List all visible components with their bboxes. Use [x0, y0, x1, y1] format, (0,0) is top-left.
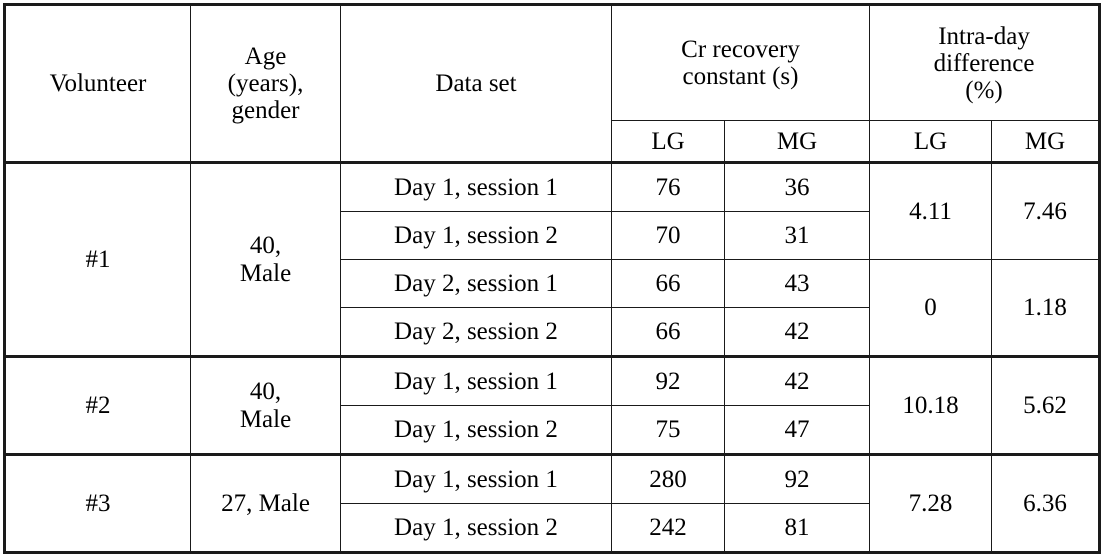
cell-volunteer-id: #1 — [4, 161, 191, 357]
cell-cr-mg: 42 — [723, 307, 871, 357]
table-row: #1 40, Male Day 1, session 1 76 36 4.11 … — [4, 161, 1101, 357]
age-line-1: 40, — [249, 378, 282, 405]
cell-cr-mg: 92 — [723, 453, 871, 504]
cell-data-set: Day 2, session 2 — [340, 307, 612, 357]
cell-age-gender: 27, Male — [190, 453, 341, 553]
age-line-1: 27, Male — [221, 489, 310, 517]
cell-data-set: Day 1, session 1 — [340, 161, 612, 212]
intraday-header-line-3: (%) — [965, 76, 1003, 104]
table-row: Day 1, session 2 75 47 — [5, 405, 1100, 455]
table-row: #3 27, Male Day 1, session 1 280 92 7.28… — [4, 453, 1101, 553]
column-header-cr-mg: MG — [723, 120, 871, 163]
cell-data-set: Day 1, session 1 — [340, 453, 612, 504]
cell-cr-mg: 43 — [723, 259, 871, 308]
cell-age-gender: 40, Male — [190, 161, 341, 357]
cell-cr-lg: 242 — [611, 503, 725, 553]
cell-intraday-lg: 7.28 — [869, 453, 993, 553]
cell-cr-mg: 81 — [723, 503, 871, 553]
column-header-data-set: Data set — [340, 4, 612, 163]
cell-data-set: Day 1, session 2 — [340, 211, 612, 260]
column-header-intraday-lg: LG — [869, 120, 993, 163]
cell-intraday-mg: 5.62 — [991, 355, 1101, 455]
table-row: #2 40, Male Day 1, session 1 92 42 10.18… — [4, 355, 1101, 455]
table-row: Day 2, session 1 66 43 0 1.18 — [5, 259, 1101, 357]
cell-cr-mg: 31 — [723, 211, 871, 260]
volunteer-cr-recovery-table: Volunteer Age (years), gender Data set C… — [3, 3, 1101, 554]
age-header-line-2: (years), — [227, 70, 304, 97]
cell-intraday-lg: 10.18 — [869, 355, 993, 455]
cell-cr-lg: 76 — [611, 161, 725, 212]
cell-cr-lg: 70 — [611, 211, 725, 260]
column-header-age-gender: Age (years), gender — [190, 4, 341, 163]
cell-data-set: Day 1, session 1 — [340, 355, 612, 406]
age-header-line-1: Age — [244, 43, 287, 70]
age-line-1: 40, — [249, 232, 282, 259]
table-container: Volunteer Age (years), gender Data set C… — [3, 3, 1101, 554]
column-header-intraday-mg: MG — [991, 120, 1101, 163]
cell-cr-lg: 66 — [611, 307, 725, 357]
age-line-2: Male — [239, 259, 292, 287]
cell-cr-mg: 42 — [723, 355, 871, 406]
cell-intraday-lg: 4.11 — [869, 161, 993, 260]
cell-cr-lg: 75 — [611, 405, 725, 455]
cell-intraday-lg: 0 — [869, 259, 993, 357]
table-row: Day 2, session 2 66 42 — [5, 307, 1100, 357]
table-body: #1 40, Male Day 1, session 1 76 36 4.11 … — [4, 161, 1101, 553]
cell-data-set: Day 1, session 2 — [340, 503, 612, 553]
age-header-line-3: gender — [231, 97, 300, 124]
cell-cr-lg: 92 — [611, 355, 725, 406]
cell-volunteer-id: #3 — [4, 453, 191, 553]
column-header-cr-recovery-constant: Cr recovery constant (s) — [610, 4, 871, 121]
cell-volunteer-id: #2 — [4, 355, 191, 455]
column-header-cr-lg: LG — [611, 120, 725, 163]
table-row: Day 1, session 2 70 31 — [5, 211, 1100, 260]
cr-recovery-header-line-2: constant (s) — [682, 63, 799, 90]
cell-cr-mg: 36 — [723, 161, 871, 212]
cell-data-set: Day 1, session 2 — [340, 405, 612, 455]
column-header-volunteer: Volunteer — [4, 4, 191, 163]
cell-intraday-mg: 7.46 — [991, 161, 1101, 260]
cell-cr-lg: 280 — [611, 453, 725, 504]
cell-cr-mg: 47 — [723, 405, 871, 455]
intraday-header-line-1: Intra-day — [938, 22, 1030, 50]
cr-recovery-header-line-1: Cr recovery — [681, 36, 800, 63]
age-line-2: Male — [239, 405, 292, 433]
cell-data-set: Day 2, session 1 — [340, 259, 612, 308]
intraday-header-line-2: difference — [933, 49, 1035, 77]
cell-cr-lg: 66 — [611, 259, 725, 308]
cell-intraday-mg: 6.36 — [991, 453, 1101, 553]
table-header: Volunteer Age (years), gender Data set C… — [4, 4, 1101, 163]
cell-age-gender: 40, Male — [190, 355, 341, 455]
cell-intraday-mg: 1.18 — [991, 259, 1101, 357]
column-header-intraday-difference: Intra-day difference (%) — [869, 4, 1101, 121]
